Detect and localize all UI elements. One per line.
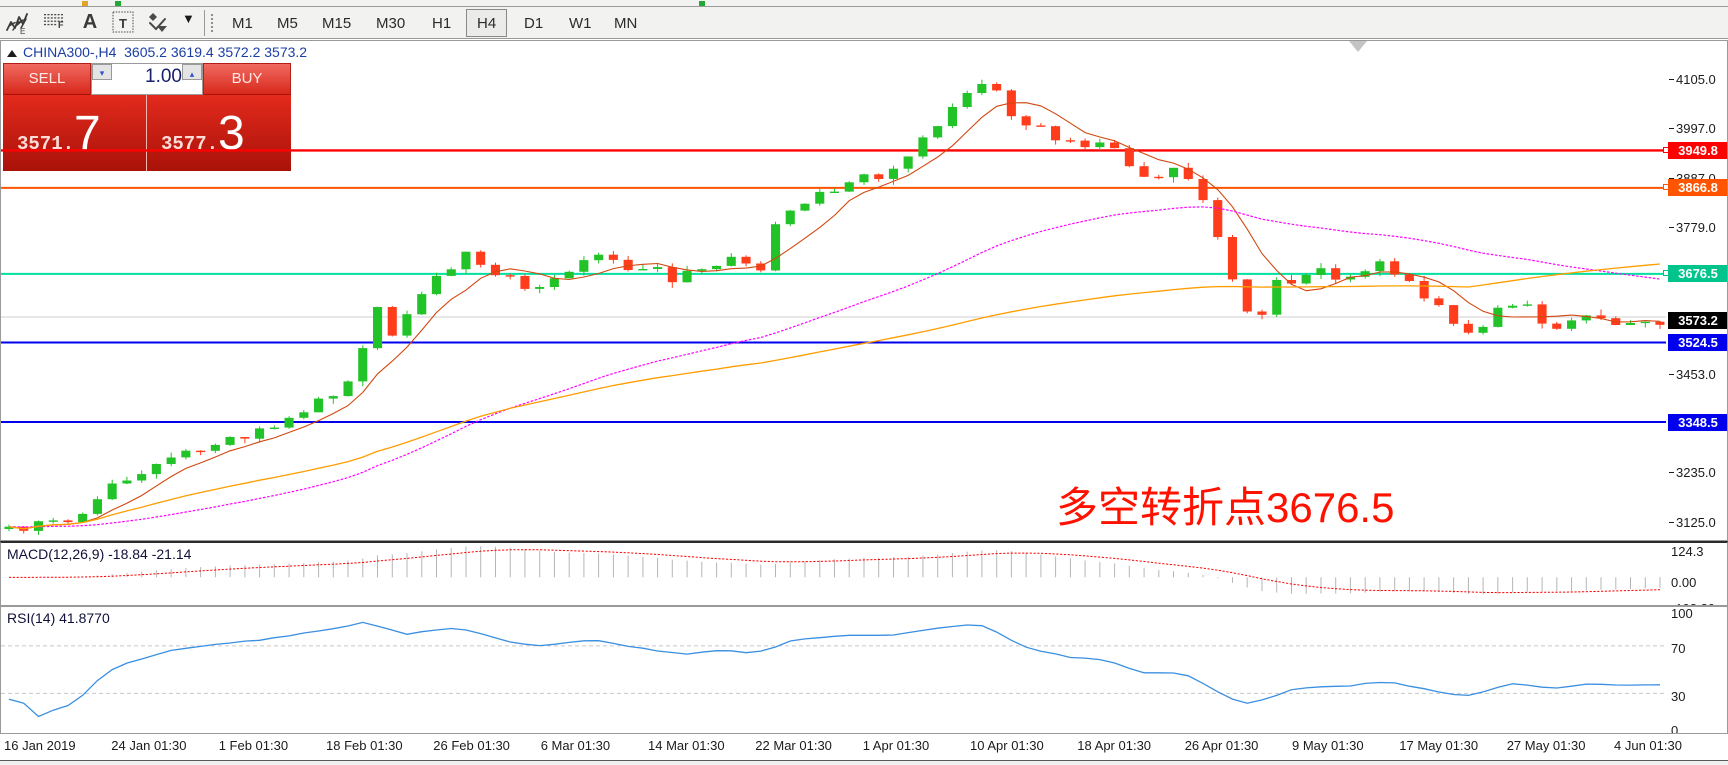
svg-text:T: T (119, 16, 127, 31)
svg-text:E: E (20, 27, 25, 35)
svg-text:F: F (58, 20, 64, 30)
